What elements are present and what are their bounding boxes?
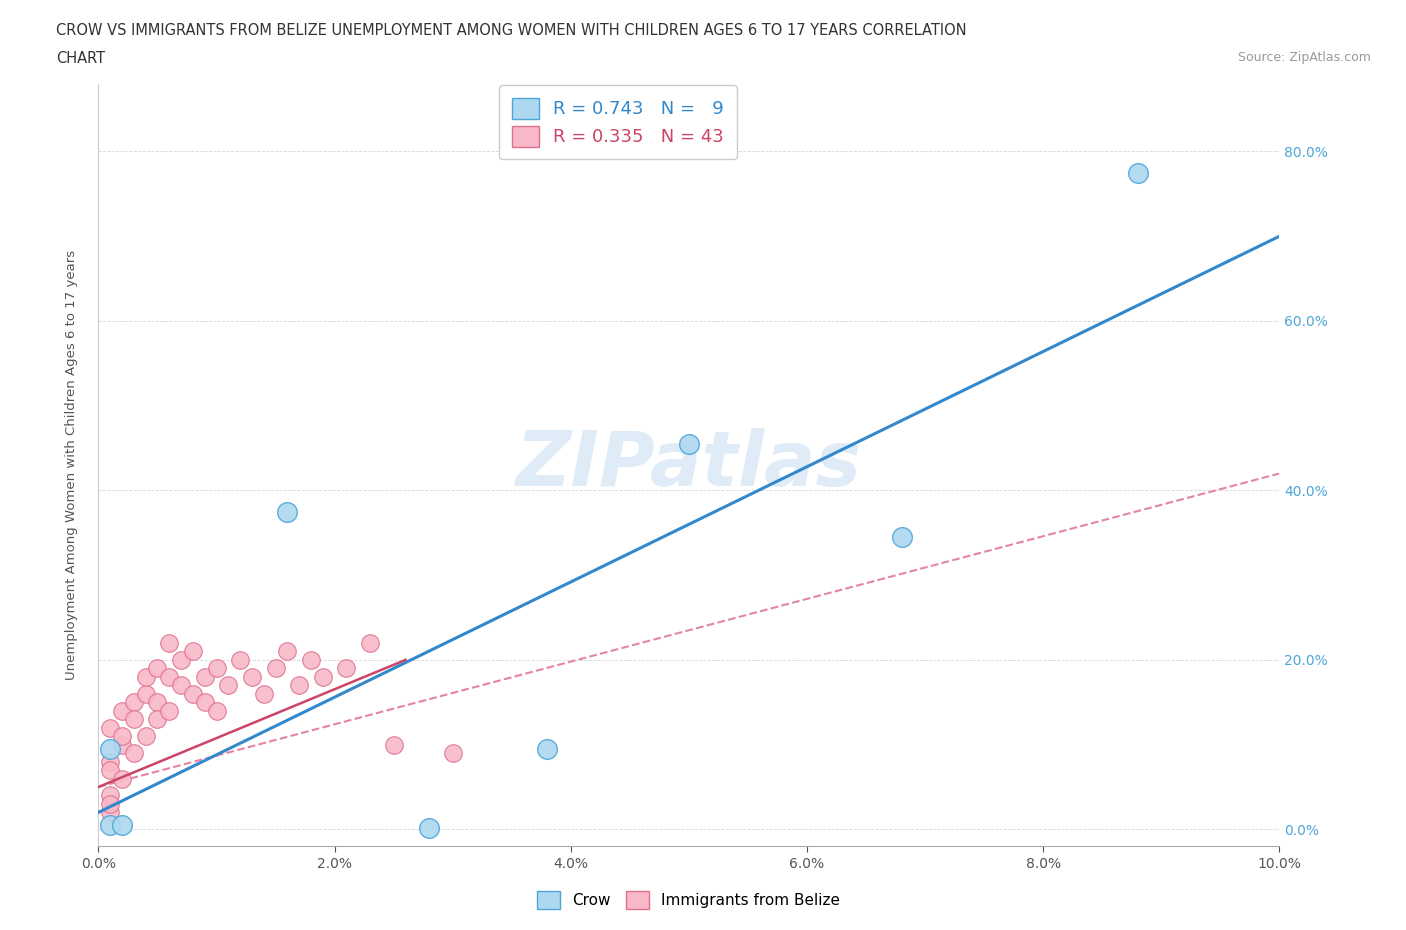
Text: ZIPatlas: ZIPatlas (516, 428, 862, 502)
Point (536, 741, 558, 756)
Point (264, 661, 287, 676)
Point (146, 711, 169, 726)
Point (135, 686, 157, 701)
Point (194, 670, 217, 684)
Point (441, 746, 464, 761)
Point (418, 820, 440, 835)
Point (253, 686, 276, 701)
Text: Source: ZipAtlas.com: Source: ZipAtlas.com (1237, 51, 1371, 64)
Point (122, 746, 145, 761)
Point (157, 635, 180, 650)
Point (217, 678, 239, 693)
Point (98, 805, 121, 820)
Point (98, 763, 121, 777)
Point (335, 661, 357, 676)
Point (170, 678, 193, 693)
Point (122, 711, 145, 726)
Point (98, 788, 121, 803)
Point (146, 695, 169, 710)
Point (98, 754, 121, 769)
Point (240, 670, 263, 684)
Point (276, 644, 298, 658)
Point (678, 436, 700, 451)
Point (111, 817, 134, 832)
Point (312, 670, 335, 684)
Point (890, 529, 912, 544)
Point (181, 644, 204, 658)
Point (1126, 166, 1149, 180)
Point (229, 653, 252, 668)
Point (276, 504, 298, 519)
Point (157, 703, 180, 718)
Point (205, 703, 228, 718)
Point (98, 720, 121, 735)
Point (194, 695, 217, 710)
Point (111, 729, 134, 744)
Point (135, 670, 157, 684)
Point (122, 695, 145, 710)
Point (111, 703, 134, 718)
Y-axis label: Unemployment Among Women with Children Ages 6 to 17 years: Unemployment Among Women with Children A… (65, 250, 77, 680)
Legend: Crow, Immigrants from Belize: Crow, Immigrants from Belize (531, 885, 846, 915)
Point (111, 737, 134, 752)
Point (146, 661, 169, 676)
Point (359, 635, 381, 650)
Point (98, 817, 121, 832)
Point (111, 771, 134, 786)
Point (181, 686, 204, 701)
Point (382, 737, 405, 752)
Text: CROW VS IMMIGRANTS FROM BELIZE UNEMPLOYMENT AMONG WOMEN WITH CHILDREN AGES 6 TO : CROW VS IMMIGRANTS FROM BELIZE UNEMPLOYM… (56, 23, 967, 38)
Point (299, 653, 322, 668)
Point (98, 796, 121, 811)
Point (135, 729, 157, 744)
Point (205, 661, 228, 676)
Text: CHART: CHART (56, 51, 105, 66)
Point (288, 678, 311, 693)
Point (157, 670, 180, 684)
Point (170, 653, 193, 668)
Point (98, 741, 121, 756)
